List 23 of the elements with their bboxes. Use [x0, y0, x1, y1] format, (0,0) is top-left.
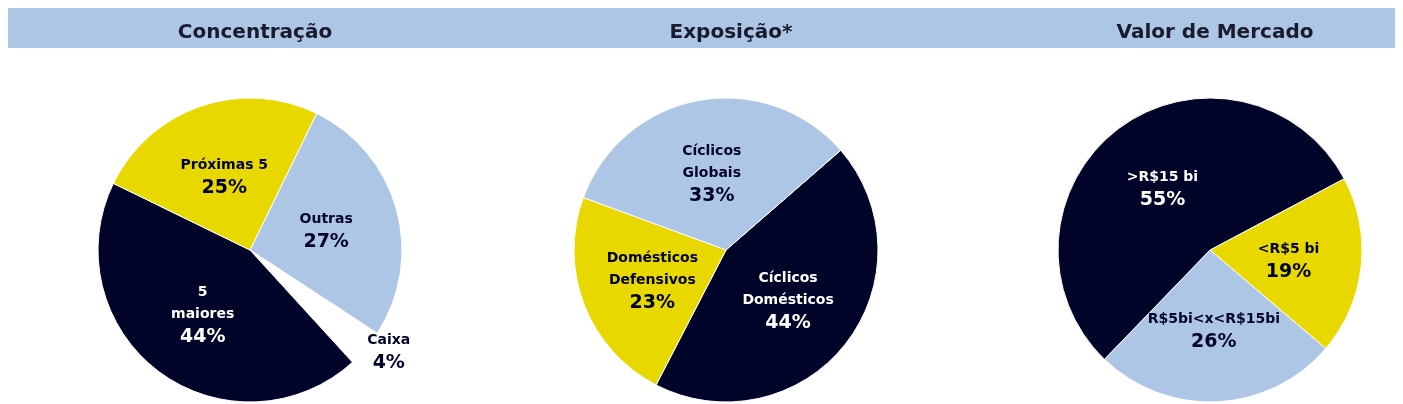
- slice-label: >R$15 bi: [1126, 167, 1199, 184]
- chart-title: Exposição*: [669, 19, 793, 43]
- slice-label: 5 maiores: [171, 283, 235, 322]
- chart-title: Valor de Mercado: [1116, 19, 1314, 43]
- data-label: 26%: [1191, 328, 1237, 351]
- slice-label: <R$5 bi: [1257, 239, 1320, 256]
- slice-label: Cíclicos Domésticos: [742, 268, 834, 307]
- data-label: 23%: [629, 289, 676, 312]
- data-label: 4%: [372, 349, 405, 372]
- slice-label: Outras: [299, 210, 353, 227]
- data-label: 27%: [303, 229, 349, 252]
- slice-label: R$5bi<x<R$15bi: [1147, 309, 1281, 326]
- data-label: 44%: [765, 309, 811, 332]
- slice-label: Próximas 5: [180, 156, 269, 173]
- data-label: 33%: [689, 183, 735, 206]
- data-label: 55%: [1139, 186, 1186, 209]
- data-label: 25%: [201, 175, 248, 198]
- slice-label: Cíclicos Globais: [682, 142, 742, 181]
- chart-title: Concentração: [177, 19, 333, 43]
- data-label: 44%: [179, 324, 226, 347]
- slice-label: Caixa: [367, 330, 411, 347]
- data-label: 19%: [1265, 258, 1312, 281]
- slice-label: Domésticos Defensivos: [606, 248, 699, 287]
